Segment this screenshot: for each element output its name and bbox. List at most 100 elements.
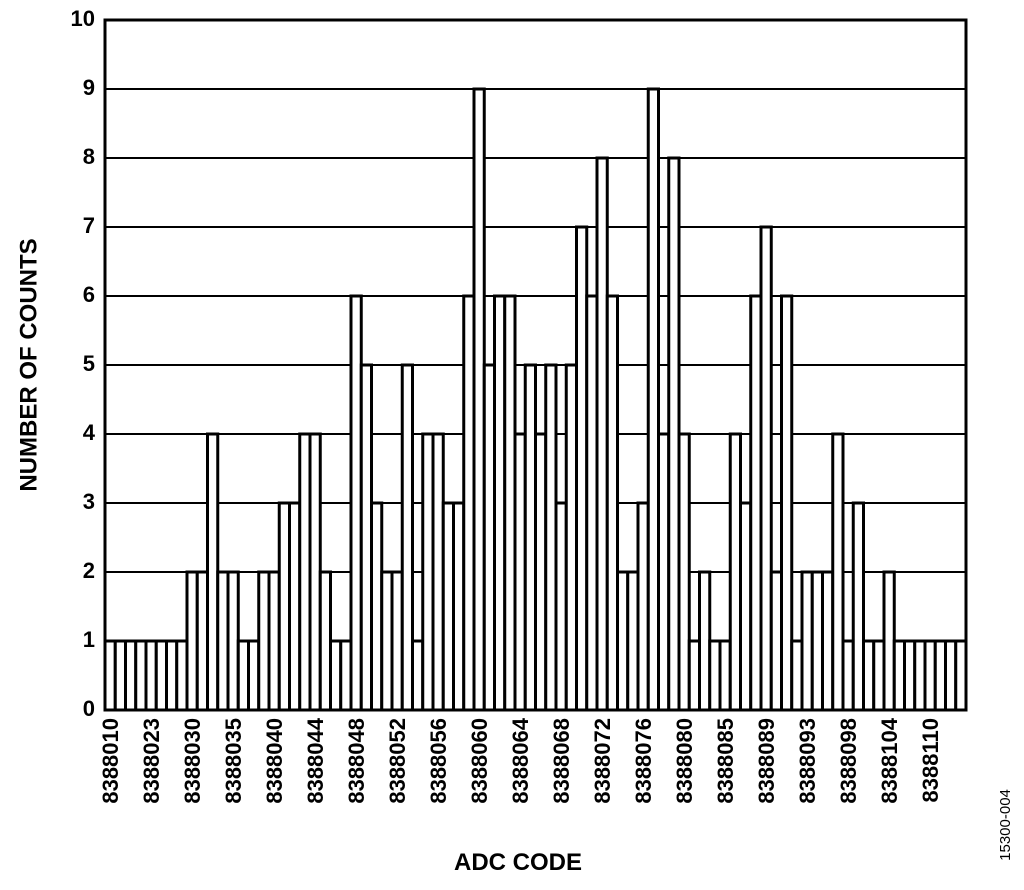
bar	[769, 570, 783, 712]
x-axis-title: ADC CODE	[454, 849, 582, 876]
y-tick-label: 8	[83, 144, 95, 169]
bar	[739, 501, 753, 712]
bar	[718, 639, 732, 712]
bar	[841, 639, 855, 712]
x-tick-label: 8388080	[672, 718, 697, 804]
bar	[165, 639, 179, 712]
plot-frame	[103, 18, 968, 712]
bar	[236, 639, 250, 712]
bar	[277, 501, 291, 712]
x-tick-label: 8388030	[180, 718, 205, 804]
x-tick-label: 8388098	[836, 718, 861, 804]
bar	[298, 432, 312, 712]
x-tick-label: 8388064	[508, 717, 533, 803]
bar	[851, 501, 865, 712]
bar	[564, 363, 578, 712]
bar	[318, 570, 332, 712]
y-tick-label: 4	[83, 420, 96, 445]
bar	[288, 501, 302, 712]
bar	[482, 363, 496, 712]
bar	[923, 639, 937, 712]
bar	[267, 570, 281, 712]
bar	[390, 570, 404, 712]
bar	[657, 432, 671, 712]
y-tick-label: 9	[83, 75, 95, 100]
bar	[349, 294, 363, 712]
bar	[452, 501, 466, 712]
y-tick-label: 10	[71, 6, 95, 31]
bar	[616, 570, 630, 712]
x-tick-label: 8388089	[754, 718, 779, 804]
x-tick-label: 8388072	[590, 718, 615, 804]
bar	[687, 639, 701, 712]
bar	[421, 432, 435, 712]
bar	[800, 570, 814, 712]
bar	[103, 639, 117, 712]
x-tick-label: 8388093	[795, 718, 820, 804]
bar	[400, 363, 414, 712]
bar	[831, 432, 845, 712]
x-tick-label: 8388048	[344, 718, 369, 804]
bar	[339, 639, 353, 712]
footnote: 15300-004	[997, 789, 1014, 861]
bar	[646, 87, 660, 712]
bar	[903, 639, 917, 712]
bar	[513, 432, 527, 712]
bar	[821, 570, 835, 712]
bar	[872, 639, 886, 712]
x-tick-label: 8388085	[713, 718, 738, 804]
bar	[575, 225, 589, 712]
bar	[472, 87, 486, 712]
bar	[554, 501, 568, 712]
bar	[933, 639, 947, 712]
bar	[677, 432, 691, 712]
x-tick-label: 8388044	[303, 717, 328, 803]
bar	[185, 570, 199, 712]
y-tick-label: 5	[83, 351, 95, 376]
y-tick-label: 7	[83, 213, 95, 238]
bar	[257, 570, 271, 712]
bar	[595, 156, 609, 712]
bar	[226, 570, 240, 712]
bar	[913, 639, 927, 712]
bar	[882, 570, 896, 712]
bar	[749, 294, 763, 712]
x-tick-label: 8388068	[549, 718, 574, 804]
bar	[380, 570, 394, 712]
bar	[790, 639, 804, 712]
bar	[216, 570, 230, 712]
bar	[370, 501, 384, 712]
x-tick-label: 8388104	[877, 717, 902, 803]
bar	[503, 294, 517, 712]
bar	[195, 570, 209, 712]
x-tick-label: 8388035	[221, 718, 246, 804]
bar	[124, 639, 138, 712]
bar	[636, 501, 650, 712]
y-tick-label: 2	[83, 558, 95, 583]
bar	[175, 639, 189, 712]
bar	[708, 639, 722, 712]
bar	[585, 294, 599, 712]
bar	[759, 225, 773, 712]
bar	[359, 363, 373, 712]
bar	[667, 156, 681, 712]
bar	[462, 294, 476, 712]
bar	[154, 639, 168, 712]
bar	[431, 432, 445, 712]
x-tick-label: 8388010	[98, 718, 123, 804]
bar	[308, 432, 322, 712]
bar	[411, 639, 425, 712]
bar	[605, 294, 619, 712]
bar	[862, 639, 876, 712]
x-tick-label: 8388040	[262, 718, 287, 804]
x-tick-label: 8388110	[918, 718, 943, 802]
bar	[247, 639, 261, 712]
y-tick-label: 1	[83, 627, 95, 652]
bar	[534, 432, 548, 712]
bar	[441, 501, 455, 712]
bar	[329, 639, 343, 712]
bar	[698, 570, 712, 712]
bar	[134, 639, 148, 712]
bar	[780, 294, 794, 712]
